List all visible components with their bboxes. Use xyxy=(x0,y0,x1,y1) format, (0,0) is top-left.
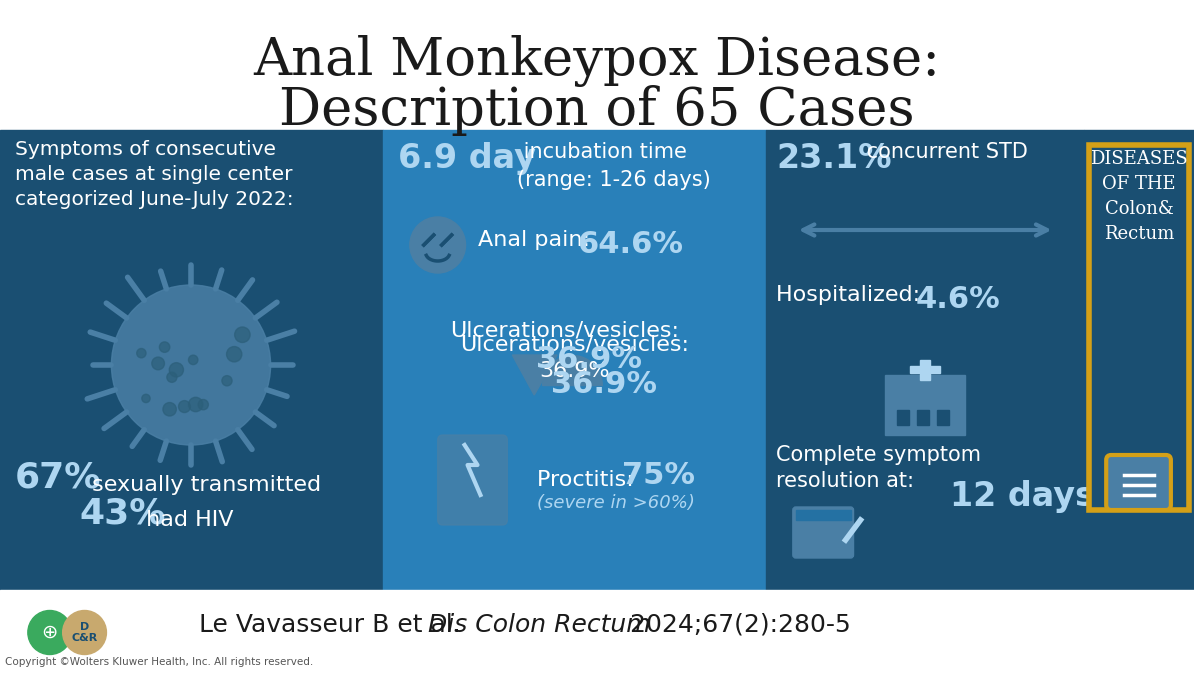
Circle shape xyxy=(142,394,150,402)
Circle shape xyxy=(28,610,72,655)
Text: D
C&R: D C&R xyxy=(72,622,97,643)
Circle shape xyxy=(222,375,232,386)
Circle shape xyxy=(167,372,176,382)
Text: (severe in >60%): (severe in >60%) xyxy=(538,494,695,512)
Circle shape xyxy=(151,357,164,370)
Circle shape xyxy=(198,400,209,410)
Circle shape xyxy=(169,362,184,377)
Circle shape xyxy=(188,355,198,364)
Text: 75%: 75% xyxy=(622,461,695,490)
Text: Anal Monkeypox Disease:: Anal Monkeypox Disease: xyxy=(253,35,941,87)
Text: 4.6%: 4.6% xyxy=(916,285,1000,314)
Text: Complete symptom
resolution at:: Complete symptom resolution at: xyxy=(776,445,980,491)
Text: 36.9%: 36.9% xyxy=(551,370,658,399)
Text: Le Vavasseur B et al.: Le Vavasseur B et al. xyxy=(199,612,469,637)
Circle shape xyxy=(235,327,250,342)
Text: ⊕: ⊕ xyxy=(42,623,58,642)
Text: Symptoms of consecutive
male cases at single center
categorized June-July 2022:: Symptoms of consecutive male cases at si… xyxy=(14,140,294,209)
Text: Hospitalized:: Hospitalized: xyxy=(776,285,928,305)
Text: 12 days: 12 days xyxy=(950,480,1094,513)
Circle shape xyxy=(179,400,191,412)
Text: Ulcerations/vesicles:
36.9%: Ulcerations/vesicles: 36.9% xyxy=(460,335,689,381)
Bar xyxy=(796,510,851,520)
Circle shape xyxy=(62,610,107,655)
Text: 23.1%: 23.1% xyxy=(776,142,892,175)
Bar xyxy=(937,410,949,425)
Text: concurrent STD: concurrent STD xyxy=(860,142,1028,162)
Text: Ulcerations/vesicles:: Ulcerations/vesicles: xyxy=(450,320,679,340)
FancyBboxPatch shape xyxy=(438,435,508,525)
Bar xyxy=(920,360,930,380)
Circle shape xyxy=(188,398,203,412)
Text: sexually transmitted: sexually transmitted xyxy=(84,475,320,495)
Text: Anal pain:: Anal pain: xyxy=(478,230,596,250)
FancyBboxPatch shape xyxy=(1106,455,1171,510)
Text: Proctitis:: Proctitis: xyxy=(538,470,641,490)
FancyBboxPatch shape xyxy=(1090,145,1189,510)
Text: 36.9%: 36.9% xyxy=(536,345,642,374)
Bar xyxy=(886,375,965,435)
Circle shape xyxy=(137,348,146,358)
Text: Copyright ©Wolters Kluwer Health, Inc. All rights reserved.: Copyright ©Wolters Kluwer Health, Inc. A… xyxy=(5,657,313,667)
Bar xyxy=(0,0,1194,130)
FancyBboxPatch shape xyxy=(793,507,853,558)
Text: 64.6%: 64.6% xyxy=(577,230,683,259)
Circle shape xyxy=(160,342,170,352)
Text: Description of 65 Cases: Description of 65 Cases xyxy=(280,85,914,136)
Bar xyxy=(898,410,910,425)
Text: Dis Colon Rectum: Dis Colon Rectum xyxy=(427,612,650,637)
Circle shape xyxy=(163,402,176,416)
Text: had HIV: had HIV xyxy=(139,510,234,530)
Bar xyxy=(0,130,383,590)
Text: 43%: 43% xyxy=(79,496,166,530)
Text: 67%: 67% xyxy=(14,461,101,495)
Bar xyxy=(383,130,766,590)
Bar xyxy=(0,590,1194,675)
Circle shape xyxy=(227,346,242,362)
Text: 2024;67(2):280-5: 2024;67(2):280-5 xyxy=(622,612,851,637)
Polygon shape xyxy=(512,355,557,395)
Bar xyxy=(917,410,929,425)
Text: DISEASES
OF THE
Colon&
Rectum: DISEASES OF THE Colon& Rectum xyxy=(1090,150,1188,243)
Circle shape xyxy=(410,217,466,273)
Text: incubation time
(range: 1-26 days): incubation time (range: 1-26 days) xyxy=(517,142,712,190)
Bar xyxy=(1085,130,1194,590)
Circle shape xyxy=(112,285,270,445)
Text: 6.9 day: 6.9 day xyxy=(398,142,535,175)
Bar xyxy=(911,366,940,373)
Bar xyxy=(766,130,1085,590)
